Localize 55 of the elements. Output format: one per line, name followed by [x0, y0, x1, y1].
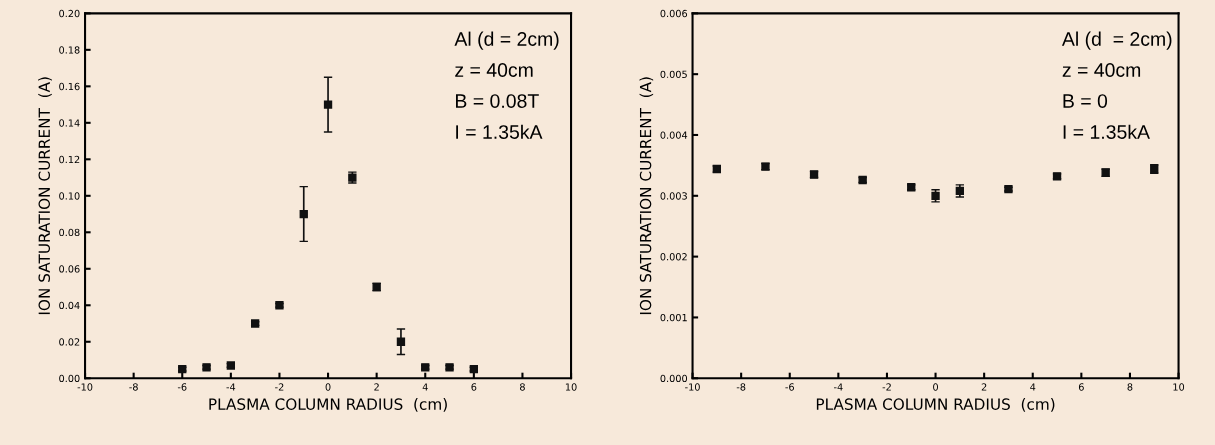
annotation: B = 0	[1063, 94, 1108, 108]
annotation: I = 1.35kA	[456, 124, 543, 139]
annotation: B = 0.08T	[456, 94, 539, 108]
x-tick-label: -6	[177, 383, 187, 391]
x-tick-label: -8	[129, 383, 138, 391]
annotation: Al (d = 2cm)	[1061, 31, 1172, 50]
x-tick-label: -10	[685, 383, 700, 391]
point	[396, 337, 406, 346]
x-tick-label: 6	[1078, 383, 1084, 391]
y-tick-label: 0.16	[59, 82, 80, 91]
annotation: I = 1.35kA	[1063, 124, 1150, 139]
x-tick-label: 8	[1127, 383, 1133, 391]
y-tick-label: 0.02	[59, 338, 80, 346]
y-tick-label: 0.005	[660, 70, 687, 78]
x-tick-label: -6	[785, 383, 794, 391]
x-tick-label: 0	[325, 383, 331, 391]
x-tick-label: 10	[1173, 383, 1185, 391]
y-tick-label: 0.18	[59, 46, 80, 54]
y-tick-label: 0.08	[59, 228, 80, 237]
annotation: Al (d = 2cm)	[454, 31, 559, 50]
x-tick-label: -8	[736, 383, 746, 391]
y-tick-label: 0.20	[59, 9, 80, 18]
y-tick-label: 0.10	[59, 192, 80, 200]
x-tick-label: -4	[833, 383, 843, 391]
x-tick-label: 4	[422, 383, 428, 391]
y-tick-label: 0.006	[660, 9, 688, 18]
x-tick-label: 4	[1030, 383, 1036, 391]
y-tick-label: 0.002	[660, 253, 687, 261]
y-tick-label: 0.12	[59, 155, 80, 164]
x-axis-title: PLASMA COLUMN RADIUS (cm)	[209, 398, 447, 412]
y-tick-label: 0.04	[59, 301, 80, 310]
x-tick-label: -2	[275, 383, 284, 391]
x-tick-label: 8	[520, 383, 525, 391]
x-tick-label: -4	[226, 383, 236, 391]
x-axis-title: PLASMA COLUMN RADIUS (cm)	[816, 398, 1055, 412]
y-tick-label: 0.001	[660, 313, 687, 322]
y-tick-label: 0.06	[59, 265, 80, 273]
y-axis-title: ION SATURATION CURRENT (A)	[639, 77, 654, 315]
x-tick-label: 2	[374, 383, 379, 391]
point	[323, 100, 333, 109]
point	[299, 209, 308, 219]
x-tick-label: 2	[981, 383, 987, 391]
x-tick-label: -10	[77, 383, 93, 391]
y-tick-label: 0.000	[660, 374, 688, 383]
annotation: z = 40cm	[1062, 63, 1141, 77]
x-tick-label: 6	[471, 383, 477, 391]
y-tick-label: 0.00	[59, 374, 80, 383]
y-tick-label: 0.003	[660, 192, 687, 200]
annotation: z = 40cm	[455, 63, 533, 77]
x-tick-label: -2	[882, 383, 891, 391]
y-tick-label: 0.004	[660, 131, 688, 139]
x-tick-label: 0	[933, 383, 938, 391]
y-axis-title: ION SATURATION CURRENT (A)	[38, 77, 52, 315]
x-tick-label: 10	[565, 383, 577, 391]
y-tick-label: 0.14	[59, 119, 80, 127]
